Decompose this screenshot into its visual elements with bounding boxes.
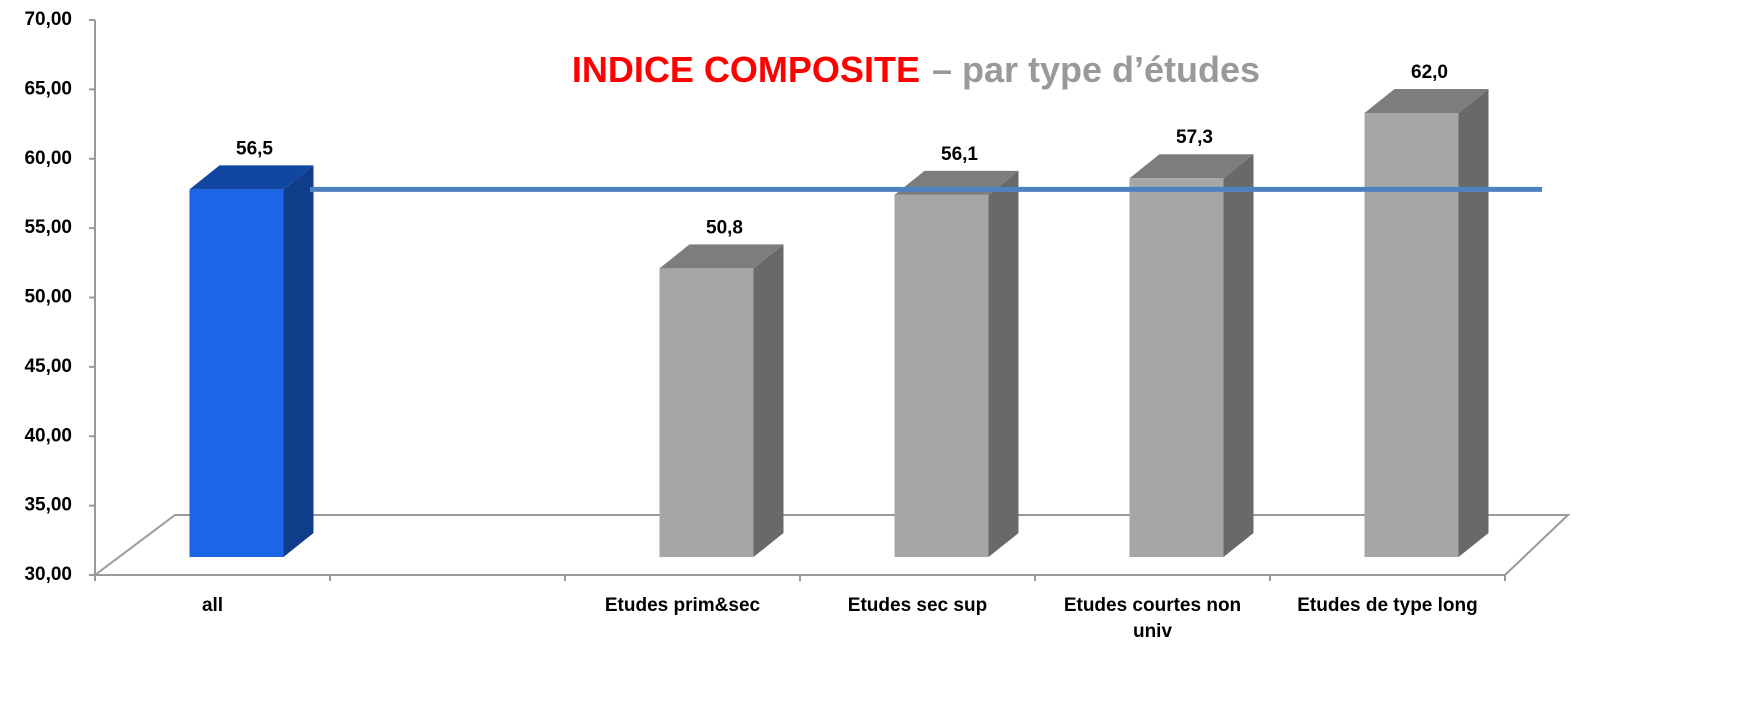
x-tick-label: Etudes courtes non univ bbox=[1063, 595, 1242, 642]
bar-side bbox=[1223, 154, 1254, 557]
floor bbox=[92, 514, 1571, 576]
value-label: 57,3 bbox=[1176, 127, 1213, 148]
x-tick-label: Etudes sec sup bbox=[847, 595, 988, 616]
x-tick-label-box: Etudes courtes non univ bbox=[1063, 595, 1242, 642]
title-main: INDICE COMPOSITE bbox=[572, 49, 920, 90]
bar-top bbox=[659, 244, 784, 269]
bar-top bbox=[189, 165, 314, 190]
bar-side bbox=[1458, 89, 1489, 557]
y-tick-label: 35,00 bbox=[24, 495, 72, 516]
bar-side bbox=[753, 244, 784, 557]
bar bbox=[1129, 178, 1224, 557]
y-tick-label: 45,00 bbox=[24, 356, 72, 377]
bar-top bbox=[1129, 154, 1254, 179]
x-tick-label: all bbox=[201, 595, 224, 616]
y-tick-label: 50,00 bbox=[24, 287, 72, 308]
y-tick-label: 30,00 bbox=[24, 564, 72, 585]
bar bbox=[894, 194, 989, 558]
bar bbox=[1364, 113, 1459, 557]
bar bbox=[659, 268, 754, 557]
chart-title: INDICE COMPOSITE – par type d’études bbox=[572, 49, 1260, 90]
value-label: 50,8 bbox=[706, 217, 743, 238]
value-label: 62,0 bbox=[1411, 62, 1448, 83]
value-label: 56,5 bbox=[236, 138, 273, 159]
bar-top bbox=[1364, 89, 1489, 113]
bar bbox=[189, 189, 284, 557]
y-tick-label: 60,00 bbox=[24, 148, 72, 169]
bar-side bbox=[283, 165, 314, 557]
bar-side bbox=[988, 170, 1019, 558]
x-tick-label: Etudes prim&sec bbox=[604, 595, 761, 616]
y-tick-label: 40,00 bbox=[24, 425, 72, 446]
x-tick-label-box: all bbox=[201, 595, 224, 616]
y-tick-label: 55,00 bbox=[24, 217, 72, 238]
y-tick-label: 70,00 bbox=[24, 9, 72, 30]
x-tick-label: Etudes de type long bbox=[1297, 595, 1478, 616]
x-tick-label-box: Etudes sec sup bbox=[847, 595, 988, 616]
x-tick-label-box: Etudes prim&sec bbox=[604, 595, 761, 616]
y-tick-label: 65,00 bbox=[24, 78, 72, 99]
value-label: 56,1 bbox=[941, 144, 978, 165]
title-sub: – par type d’études bbox=[932, 49, 1260, 90]
x-tick-label-box: Etudes de type long bbox=[1297, 595, 1478, 616]
